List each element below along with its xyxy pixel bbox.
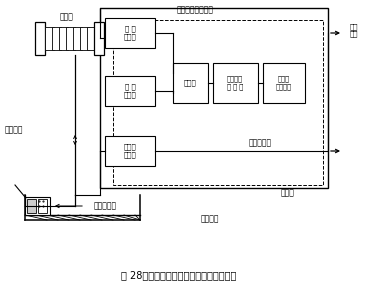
Text: 濃 度
変換器: 濃 度 変換器 — [124, 26, 136, 40]
Text: 比較部: 比較部 — [183, 80, 196, 86]
Text: ドラム: ドラム — [60, 13, 74, 22]
Bar — [52, 27, 61, 50]
Bar — [105, 76, 155, 106]
Bar — [173, 63, 208, 103]
Bar — [105, 18, 155, 48]
Bar — [94, 22, 104, 55]
Bar — [105, 136, 155, 166]
Text: 図 28　超音波式可動形汚泥界面計の原理: 図 28 超音波式可動形汚泥界面計の原理 — [121, 270, 237, 280]
Bar — [213, 63, 258, 103]
Text: 変換器: 変換器 — [281, 189, 295, 197]
Bar — [45, 27, 54, 50]
Bar — [263, 63, 305, 103]
Text: 回転方向
制 御 部: 回転方向 制 御 部 — [227, 76, 243, 90]
Bar — [87, 27, 96, 50]
Bar — [35, 22, 45, 55]
Text: 汚泥界面: 汚泥界面 — [201, 214, 219, 224]
Bar — [66, 27, 75, 50]
Text: 濃 度
設定部: 濃 度 設定部 — [124, 84, 136, 98]
Text: ポテンショメータ: ポテンショメータ — [177, 5, 213, 14]
Text: レベル
変換器: レベル 変換器 — [124, 144, 136, 158]
Bar — [100, 8, 328, 188]
Bar — [113, 20, 323, 185]
Bar — [38, 199, 47, 213]
Bar — [73, 27, 82, 50]
Text: 濃度検出器: 濃度検出器 — [94, 201, 117, 210]
Text: レベル信号: レベル信号 — [249, 139, 272, 148]
Text: モータ
駆動回路: モータ 駆動回路 — [276, 76, 292, 90]
Bar — [59, 27, 68, 50]
Bar — [80, 27, 89, 50]
Text: 濃度
信号: 濃度 信号 — [350, 23, 359, 37]
Bar — [27, 199, 36, 213]
Bar — [25, 197, 50, 215]
Text: ケーブル: ケーブル — [5, 125, 23, 135]
